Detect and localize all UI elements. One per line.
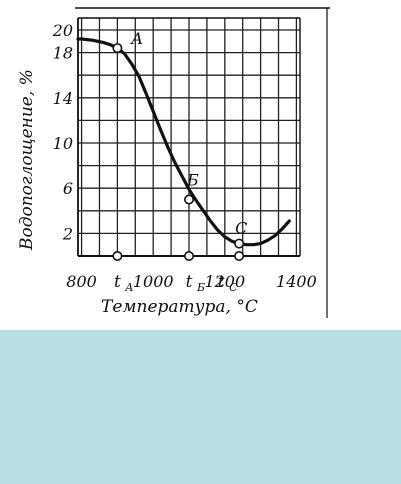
- marked-points: [112, 43, 245, 262]
- x-tick-label: 1200: [204, 272, 245, 291]
- curve-point-2: [184, 194, 195, 205]
- x-tick-label: 1400: [276, 272, 317, 291]
- x-axis-marker: [234, 251, 245, 262]
- x-marker-label: t: [186, 272, 193, 292]
- x-tick-label: 800: [66, 272, 97, 291]
- x-marker-subscript: Б: [196, 281, 205, 294]
- x-marker-label: t: [114, 272, 121, 292]
- y-tick-label: 14: [53, 89, 73, 108]
- x-tick-label: 1000: [133, 272, 174, 291]
- y-tick-label: 18: [53, 44, 73, 63]
- water-absorption-curve: [76, 37, 291, 247]
- x-marker-subscript: A: [124, 281, 133, 294]
- curve-point-label: C: [235, 219, 247, 238]
- y-axis-label: Водопоглощение, %: [17, 69, 37, 251]
- curve-point-label: Б: [186, 171, 199, 190]
- y-tick-label: 2: [62, 224, 73, 243]
- curve-point-1: [112, 43, 123, 54]
- x-axis-marker: [184, 251, 195, 262]
- x-axis-marker: [112, 251, 123, 262]
- series-line: [76, 37, 291, 247]
- curve-point-3: [234, 238, 245, 249]
- x-marker-label: t: [218, 272, 225, 292]
- blank-panel: [0, 330, 401, 484]
- grid: [78, 18, 300, 256]
- y-tick-label: 20: [52, 21, 73, 40]
- curve-point-label: A: [129, 29, 143, 48]
- x-marker-subscript: C: [229, 281, 238, 294]
- x-axis-label: Температура, °С: [101, 297, 258, 317]
- y-tick-label: 10: [53, 134, 73, 153]
- y-tick-label: 6: [63, 179, 73, 198]
